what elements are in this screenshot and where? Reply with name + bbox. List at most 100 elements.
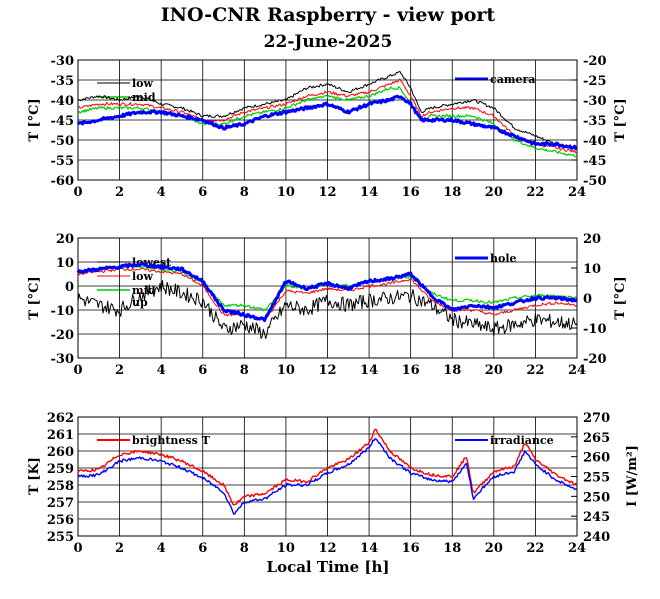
x-tick-label: 24	[568, 363, 586, 378]
x-tick-label: 6	[198, 541, 207, 556]
y-tick-label-right: 250	[583, 490, 610, 505]
series-line-3	[76, 94, 578, 151]
series-line-1	[77, 267, 578, 321]
y-tick-label-left: -50	[51, 134, 75, 149]
y-axis-label-left-middle: T [°C]	[27, 276, 42, 319]
x-tick-label: 14	[360, 363, 378, 378]
x-tick-label: 22	[526, 363, 544, 378]
x-tick-label: 14	[360, 541, 378, 556]
y-tick-label-left: 255	[47, 530, 74, 545]
y-tick-label-left: -35	[51, 74, 75, 89]
y-axis-label-left-top: T [°C]	[27, 98, 42, 141]
x-tick-label: 16	[402, 363, 420, 378]
y-tick-label-left: 0	[65, 280, 74, 295]
x-tick-label: 6	[198, 363, 207, 378]
x-tick-label: 12	[318, 363, 336, 378]
y-tick-label-left: -55	[51, 154, 75, 169]
x-tick-label: 2	[115, 363, 124, 378]
x-tick-label: 4	[157, 541, 166, 556]
y-tick-label-right: -45	[583, 154, 607, 169]
x-tick-label: 8	[240, 185, 249, 200]
x-tick-label: 10	[277, 363, 295, 378]
x-tick-label: 24	[568, 185, 586, 200]
x-tick-label: 20	[485, 185, 503, 200]
x-tick-label: 0	[73, 363, 82, 378]
y-tick-label-left: 257	[47, 496, 74, 511]
y-tick-label-left: 259	[47, 462, 74, 477]
y-tick-label-right: 245	[583, 510, 610, 525]
legend-label-brightness: brightness T	[132, 434, 211, 447]
y-tick-label-left: -40	[51, 94, 75, 109]
x-tick-label: 18	[443, 363, 461, 378]
x-tick-label: 14	[360, 185, 378, 200]
y-axis-label-right-middle: T [°C]	[613, 276, 628, 319]
y-tick-label-left: -10	[51, 304, 75, 319]
y-tick-label-left: 258	[47, 479, 74, 494]
legend-label-mid: mid	[132, 91, 156, 104]
series-line-3	[76, 262, 578, 323]
y-tick-label-left: 10	[56, 256, 74, 271]
y-tick-label-right: -20	[583, 352, 607, 367]
x-tick-label: 0	[73, 185, 82, 200]
y-tick-label-left: 262	[47, 411, 74, 426]
series-line-1	[77, 438, 578, 515]
x-tick-label: 6	[198, 185, 207, 200]
legend-bottom: brightness T irradiance	[97, 434, 554, 447]
y-axis-label-left-bottom: T [K]	[27, 457, 42, 495]
y-tick-label-left: 20	[56, 232, 74, 247]
y-tick-label-left: -30	[51, 54, 75, 69]
series-line-0	[77, 428, 578, 506]
chart-subtitle: 22-June-2025	[264, 32, 393, 52]
y-tick-label-left: -60	[51, 174, 75, 189]
y-tick-label-right: 265	[583, 431, 610, 446]
y-tick-label-right: 20	[583, 232, 601, 247]
y-tick-label-right: -25	[583, 74, 607, 89]
y-tick-label-right: 240	[583, 530, 610, 545]
x-tick-label: 20	[485, 541, 503, 556]
y-tick-label-right: -20	[583, 54, 607, 69]
x-tick-label: 4	[157, 185, 166, 200]
x-tick-label: 22	[526, 185, 544, 200]
legend-top: low mid camera	[97, 73, 535, 104]
x-axis-label: Local Time [h]	[267, 558, 390, 576]
x-tick-label: 10	[277, 541, 295, 556]
y-tick-label-right: 260	[583, 451, 610, 466]
y-tick-label-left: -30	[51, 352, 75, 367]
y-tick-label-right: -10	[583, 322, 607, 337]
x-tick-label: 10	[277, 185, 295, 200]
x-tick-label: 2	[115, 541, 124, 556]
y-tick-label-left: 256	[47, 513, 74, 528]
x-tick-label: 18	[443, 185, 461, 200]
y-axis-label-right-bottom: I [W/m²]	[625, 445, 640, 507]
x-tick-label: 4	[157, 363, 166, 378]
panel-2-marks: 2622612602592582572562552702652602552502…	[47, 411, 610, 556]
chart-title: INO-CNR Raspberry - view port	[161, 4, 496, 26]
y-tick-label-right: 270	[583, 411, 610, 426]
x-tick-label: 0	[73, 541, 82, 556]
x-tick-label: 22	[526, 541, 544, 556]
legend-label-irradiance: irradiance	[490, 434, 554, 447]
y-tick-label-left: -45	[51, 114, 75, 129]
series-line-1	[77, 78, 578, 154]
legend-label-low-mid: low	[132, 270, 154, 283]
y-tick-label-right: 10	[583, 262, 601, 277]
x-tick-label: 16	[402, 185, 420, 200]
x-tick-label: 24	[568, 541, 586, 556]
x-tick-label: 12	[318, 185, 336, 200]
y-tick-label-right: -40	[583, 134, 607, 149]
y-tick-label-right: -30	[583, 94, 607, 109]
y-tick-label-right: 0	[583, 292, 592, 307]
y-tick-label-right: -50	[583, 174, 607, 189]
x-tick-label: 8	[240, 541, 249, 556]
panel-0-marks: -30 -35 -40 -45 -50 -55 -60 -20 -25 -30 -35 -40 -45 -…	[51, 54, 607, 200]
legend-label-camera: camera	[490, 73, 535, 86]
series-line-0	[77, 71, 578, 150]
series-line-0	[77, 280, 578, 339]
y-tick-label-left: 261	[47, 428, 74, 443]
x-tick-label: 2	[115, 185, 124, 200]
x-tick-label: 8	[240, 363, 249, 378]
y-axis-label-right-top: T [°C]	[613, 98, 628, 141]
